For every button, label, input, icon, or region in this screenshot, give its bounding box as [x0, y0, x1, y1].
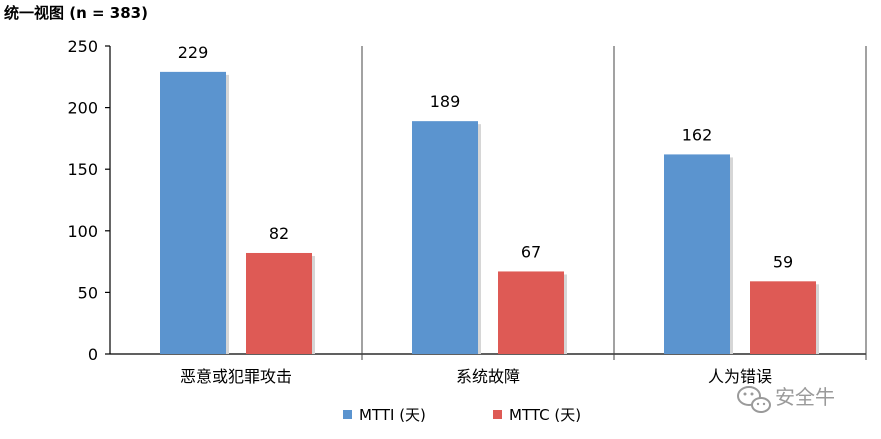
y-tick-label: 250: [67, 37, 98, 56]
chart-legend: MTTI (天) MTTC (天): [343, 406, 581, 424]
bar-mtti: [664, 154, 730, 354]
category-label: 恶意或犯罪攻击: [180, 367, 292, 386]
category-label: 人为错误: [708, 367, 772, 386]
y-tick-label: 0: [88, 345, 98, 364]
data-label: 229: [178, 43, 209, 62]
chart-bars: [160, 71, 819, 354]
bar-mttc: [498, 271, 564, 354]
legend-label: MTTI (天): [359, 406, 426, 424]
data-label: 82: [269, 224, 289, 243]
chart-title: 统一视图 (n = 383): [4, 4, 148, 22]
data-label: 162: [682, 125, 713, 144]
y-tick-label: 150: [67, 160, 98, 179]
y-tick-label: 50: [78, 283, 98, 302]
legend-swatch: [343, 410, 352, 419]
data-label: 67: [521, 242, 541, 261]
chart-labels: 0 50 100 150 200 250 229 82 恶意或犯罪攻击 189 67 系统故障 162 5…: [67, 37, 793, 386]
data-label: 189: [430, 92, 461, 111]
watermark: 安全牛: [737, 385, 835, 413]
bar-mtti: [412, 121, 478, 354]
bar-mttc: [246, 252, 312, 354]
data-label: 59: [773, 252, 793, 271]
wechat-icon: [737, 386, 771, 413]
bar-mtti: [160, 71, 226, 354]
legend-label: MTTC (天): [509, 406, 581, 424]
bar-mttc: [750, 281, 816, 354]
watermark-text: 安全牛: [775, 385, 835, 409]
y-tick-label: 100: [67, 222, 98, 241]
y-tick-label: 200: [67, 99, 98, 118]
category-label: 系统故障: [456, 367, 520, 386]
chart-axes: [105, 45, 867, 360]
legend-swatch: [493, 410, 502, 419]
